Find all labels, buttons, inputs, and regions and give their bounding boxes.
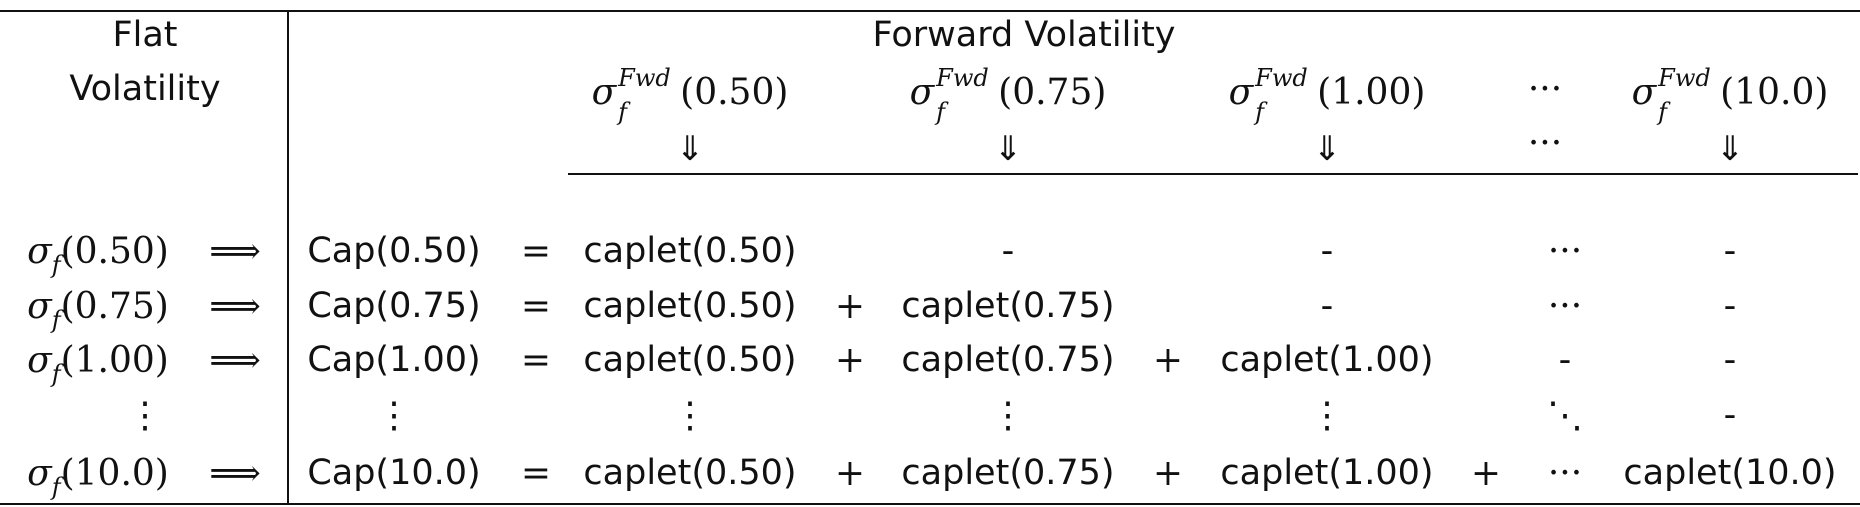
forward-header-title: Forward Volatility bbox=[872, 15, 1176, 55]
maturity-arg: (10.0) bbox=[1720, 72, 1829, 113]
caplet-cell-2-3: - bbox=[1558, 340, 1572, 380]
implies-arrow-1: ⟹ bbox=[209, 286, 261, 327]
sigma-symbol: σ bbox=[27, 286, 52, 327]
sigma-symbol: σ bbox=[27, 453, 52, 494]
flat-vdots-3: ⋮ bbox=[127, 395, 163, 436]
equals-sign-0: = bbox=[520, 231, 552, 272]
f-subscript: f bbox=[1658, 98, 1668, 126]
bottom-rule bbox=[0, 503, 1860, 505]
caplet-cell-1-4: - bbox=[1723, 286, 1737, 326]
forward-vol-header-0: σ Fwd f (0.50) bbox=[591, 66, 789, 124]
f-subscript: f bbox=[51, 251, 61, 279]
cap-cell-4: Cap(10.0) bbox=[307, 453, 481, 493]
maturity-arg: (0.50) bbox=[680, 72, 789, 113]
plus-sign-1-0: + bbox=[834, 286, 866, 327]
f-subscript: f bbox=[936, 98, 946, 126]
caplet-cell-0-3: ··· bbox=[1547, 231, 1583, 272]
caplet-cell-4-1: caplet(0.75) bbox=[901, 453, 1115, 493]
caplet-cell-0-4: - bbox=[1723, 231, 1737, 271]
caplet-cell-3-0: ⋮ bbox=[672, 395, 708, 436]
sigma-symbol: σ bbox=[1631, 72, 1657, 113]
maturity-arg: (0.75) bbox=[60, 286, 169, 327]
caplet-cell-4-2: caplet(1.00) bbox=[1220, 453, 1434, 493]
f-subscript: f bbox=[51, 306, 61, 334]
implies-arrow-0: ⟹ bbox=[209, 231, 261, 272]
cap-cell-0: Cap(0.50) bbox=[307, 231, 481, 271]
caplet-cell-4-4: caplet(10.0) bbox=[1623, 453, 1837, 493]
caplet-cell-3-2: ⋮ bbox=[1309, 395, 1345, 436]
fwd-superscript: Fwd bbox=[1255, 64, 1308, 92]
caplet-cell-4-3: ··· bbox=[1547, 453, 1583, 494]
equals-sign-4: = bbox=[520, 453, 552, 494]
forward-vol-header-1: σ Fwd f (0.75) bbox=[909, 66, 1107, 124]
cap-cell-2: Cap(1.00) bbox=[307, 340, 481, 380]
maturity-arg: (0.75) bbox=[998, 72, 1107, 113]
flat-vol-2: σf(1.00) bbox=[27, 340, 169, 387]
vertical-rule bbox=[287, 10, 289, 505]
sigma-symbol: σ bbox=[27, 231, 52, 272]
header-hdots: ··· bbox=[1527, 69, 1563, 110]
caplet-cell-2-1: caplet(0.75) bbox=[901, 340, 1115, 380]
flat-vol-0: σf(0.50) bbox=[27, 231, 169, 278]
maturity-arg: (1.00) bbox=[1317, 72, 1426, 113]
f-subscript: f bbox=[51, 360, 61, 388]
caplet-cell-1-3: ··· bbox=[1547, 286, 1583, 327]
caplet-cell-2-0: caplet(0.50) bbox=[583, 340, 797, 380]
plus-sign-4-1: + bbox=[1152, 453, 1184, 494]
flat-vol-4: σf(10.0) bbox=[27, 453, 169, 500]
caplet-cell-2-2: caplet(1.00) bbox=[1220, 340, 1434, 380]
maturity-arg: (10.0) bbox=[60, 453, 169, 494]
fwd-superscript: Fwd bbox=[936, 64, 989, 92]
equals-sign-1: = bbox=[520, 286, 552, 327]
fwd-superscript: Fwd bbox=[1658, 64, 1711, 92]
equals-sign-2: = bbox=[520, 340, 552, 381]
down-double-arrow-2: ⇓ bbox=[1312, 129, 1342, 169]
cap-cell-1: Cap(0.75) bbox=[307, 286, 481, 326]
cap-cell-3: ⋮ bbox=[376, 395, 412, 436]
maturity-arg: (1.00) bbox=[60, 340, 169, 381]
caplet-cell-0-2: - bbox=[1320, 231, 1334, 271]
plus-sign-2-0: + bbox=[834, 340, 866, 381]
down-double-arrow-3: ⇓ bbox=[1715, 129, 1745, 169]
caplet-cell-3-4: - bbox=[1723, 395, 1737, 435]
caplet-cell-0-0: caplet(0.50) bbox=[583, 231, 797, 271]
caplet-cell-4-0: caplet(0.50) bbox=[583, 453, 797, 493]
caplet-cell-3-3: ⋱ bbox=[1547, 395, 1583, 436]
caplet-cell-0-1: - bbox=[1001, 231, 1015, 271]
f-subscript: f bbox=[51, 473, 61, 501]
down-double-arrow-1: ⇓ bbox=[993, 129, 1023, 169]
down-double-arrow-0: ⇓ bbox=[675, 129, 705, 169]
sigma-symbol: σ bbox=[909, 72, 935, 113]
forward-vol-header-3: σ Fwd f (10.0) bbox=[1631, 66, 1829, 124]
sigma-symbol: σ bbox=[591, 72, 617, 113]
forward-vol-header-2: σ Fwd f (1.00) bbox=[1228, 66, 1426, 124]
fwd-superscript: Fwd bbox=[618, 64, 671, 92]
caplet-cell-1-2: - bbox=[1320, 286, 1334, 326]
caplet-cell-3-1: ⋮ bbox=[990, 395, 1026, 436]
plus-sign-2-1: + bbox=[1152, 340, 1184, 381]
flat-vol-1: σf(0.75) bbox=[27, 286, 169, 333]
plus-sign-4-0: + bbox=[834, 453, 866, 494]
caplet-cell-1-0: caplet(0.50) bbox=[583, 286, 797, 326]
header-hdots-arrow-row: ··· bbox=[1527, 123, 1563, 164]
implies-arrow-2: ⟹ bbox=[209, 340, 261, 381]
f-subscript: f bbox=[618, 98, 628, 126]
sigma-symbol: σ bbox=[1228, 72, 1254, 113]
sigma-symbol: σ bbox=[27, 340, 52, 381]
flat-header-line2: Volatility bbox=[69, 69, 221, 109]
plus-sign-4-2: + bbox=[1470, 453, 1502, 494]
top-rule bbox=[0, 10, 1860, 12]
flat-header-line1: Flat bbox=[112, 15, 178, 55]
caplet-cell-1-1: caplet(0.75) bbox=[901, 286, 1115, 326]
forward-header-rule bbox=[568, 173, 1858, 175]
f-subscript: f bbox=[1255, 98, 1265, 126]
maturity-arg: (0.50) bbox=[60, 231, 169, 272]
caplet-cell-2-4: - bbox=[1723, 340, 1737, 380]
implies-arrow-4: ⟹ bbox=[209, 453, 261, 494]
